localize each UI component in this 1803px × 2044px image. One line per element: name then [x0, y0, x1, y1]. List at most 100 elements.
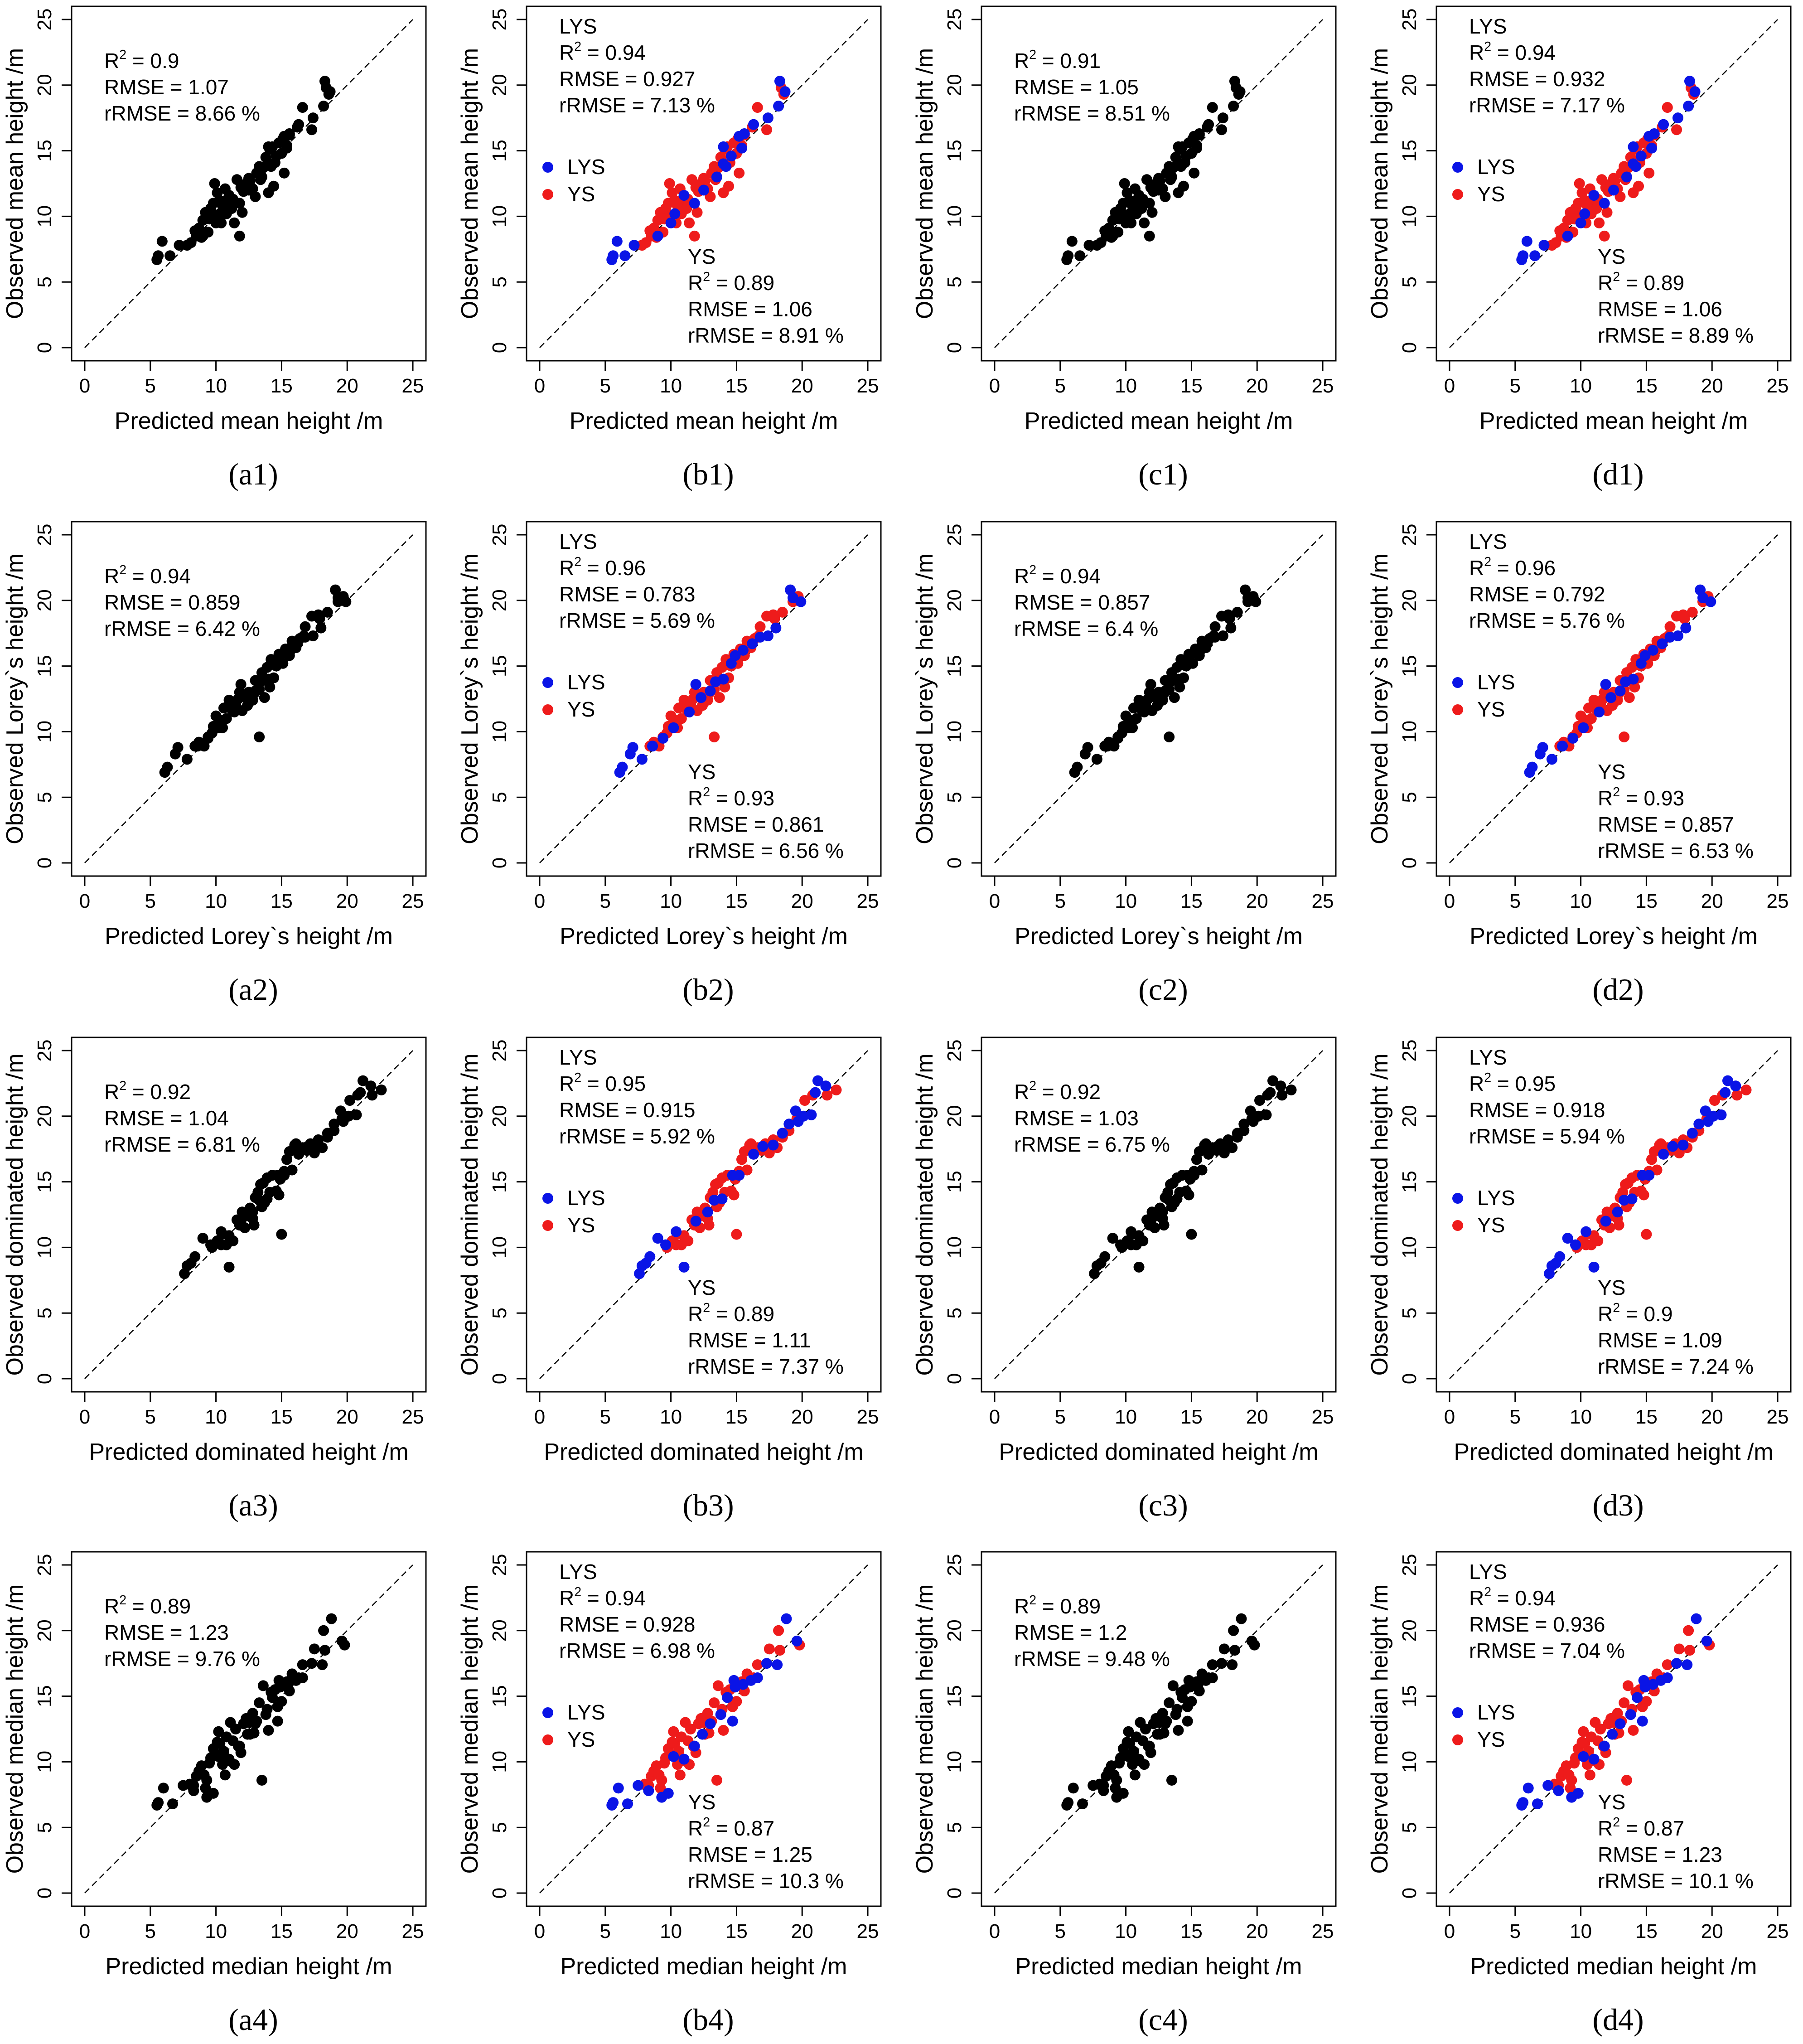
point [1184, 1173, 1196, 1185]
point [276, 1229, 287, 1240]
x-axis-label: Predicted median height /m [105, 1953, 392, 1980]
x-axis-label: Predicted mean height /m [570, 408, 838, 434]
x-tick-label: 0 [534, 1920, 545, 1942]
point [198, 741, 210, 752]
point-ys [1585, 713, 1597, 724]
point [1216, 124, 1228, 136]
point [1171, 1704, 1183, 1715]
point [250, 191, 261, 202]
x-tick-label: 0 [989, 1920, 1000, 1942]
y-tick-label: 25 [943, 1554, 966, 1576]
point [221, 208, 232, 219]
x-tick-label: 5 [1055, 375, 1066, 397]
x-tick-label: 0 [79, 890, 90, 912]
legend-lys-label: LYS [1477, 155, 1515, 179]
point [323, 89, 334, 100]
stat-line: RMSE = 0.859 [104, 591, 240, 614]
y-tick-label: 25 [34, 8, 56, 30]
x-tick-label: 0 [1444, 1920, 1455, 1942]
point-ys [734, 167, 745, 179]
x-tick-label: 25 [1312, 1920, 1334, 1942]
point-lys [1588, 190, 1600, 201]
y-tick-label: 25 [1398, 8, 1421, 30]
y-tick-label: 20 [943, 1619, 966, 1642]
point-lys [728, 1675, 740, 1686]
point [1119, 178, 1130, 189]
point-lys [690, 679, 701, 690]
ys-stat-line: RMSE = 1.06 [1598, 297, 1722, 321]
point-lys [768, 1139, 779, 1151]
x-tick-label: 20 [1246, 375, 1268, 397]
y-tick-label: 20 [943, 74, 966, 96]
point-ys [773, 1625, 784, 1636]
point-lys [1588, 1753, 1600, 1765]
point [1164, 1697, 1175, 1709]
point [1146, 207, 1158, 218]
point [255, 174, 266, 185]
point [1267, 1075, 1278, 1086]
point [1178, 672, 1189, 683]
y-tick-label: 20 [488, 74, 511, 96]
point-ys [674, 1769, 686, 1781]
ys-stat-line: rRMSE = 6.56 % [688, 839, 844, 862]
point [219, 183, 231, 194]
point-lys [774, 76, 785, 87]
point [351, 1109, 362, 1120]
x-tick-label: 5 [600, 1920, 611, 1942]
y-tick-label: 25 [943, 1039, 966, 1061]
point-lys [1554, 1251, 1566, 1262]
point [367, 1090, 378, 1101]
ys-stat-line: YS [1598, 245, 1625, 268]
point [1215, 1142, 1226, 1153]
stat-line: R2 = 0.92 [104, 1079, 191, 1104]
point-lys [1702, 1116, 1714, 1127]
x-tick-label: 20 [791, 1920, 813, 1942]
point [242, 700, 253, 711]
x-tick-label: 15 [271, 1920, 293, 1942]
x-tick-label: 20 [791, 890, 813, 912]
x-tick-label: 0 [989, 375, 1000, 397]
lys-stat-line: LYS [559, 15, 597, 38]
point-lys [660, 1239, 672, 1250]
x-tick-label: 20 [1246, 890, 1268, 912]
point-lys [657, 732, 669, 744]
point [1246, 1113, 1257, 1124]
x-tick-label: 25 [1767, 890, 1789, 912]
point [1083, 240, 1095, 251]
point-ys [1662, 1659, 1673, 1671]
point [1167, 1177, 1179, 1189]
y-tick-label: 5 [488, 792, 511, 803]
plot-frame [526, 521, 882, 877]
point [1148, 1208, 1159, 1219]
y-tick-label: 15 [1398, 140, 1421, 162]
y-tick-label: 0 [488, 1888, 511, 1899]
y-tick-label: 10 [34, 1236, 56, 1259]
point-lys [720, 161, 732, 172]
x-tick-label: 15 [1180, 1406, 1203, 1428]
y-tick-label: 10 [1398, 1236, 1421, 1259]
point [164, 250, 176, 262]
x-axis-label: Predicted dominated height /m [544, 1439, 863, 1465]
stat-line: rRMSE = 6.75 % [1014, 1133, 1170, 1156]
y-tick-label: 10 [1398, 1751, 1421, 1773]
y-tick-label: 25 [34, 1039, 56, 1061]
point [156, 236, 168, 247]
ys-stat-line: R2 = 0.89 [1598, 270, 1684, 295]
y-axis-label: Observed dominated height /m [1367, 1053, 1393, 1376]
point [1209, 621, 1221, 632]
point [1207, 1659, 1218, 1671]
point [238, 1208, 249, 1219]
y-tick-label: 10 [488, 1751, 511, 1773]
point [1207, 102, 1218, 113]
point-lys [1647, 644, 1658, 656]
point [336, 1113, 348, 1124]
point [318, 101, 329, 112]
plot-frame [1436, 521, 1792, 877]
point [219, 1769, 231, 1781]
point-ys [752, 1659, 763, 1671]
panel-c1: 0 0 5 5 10 10 15 15 20 20 25 25 Predicted mean heigh… [912, 5, 1337, 491]
point [189, 1251, 201, 1262]
lys-stat-line: RMSE = 0.915 [559, 1098, 695, 1122]
x-tick-label: 25 [1312, 375, 1334, 397]
point-lys [652, 1233, 663, 1244]
